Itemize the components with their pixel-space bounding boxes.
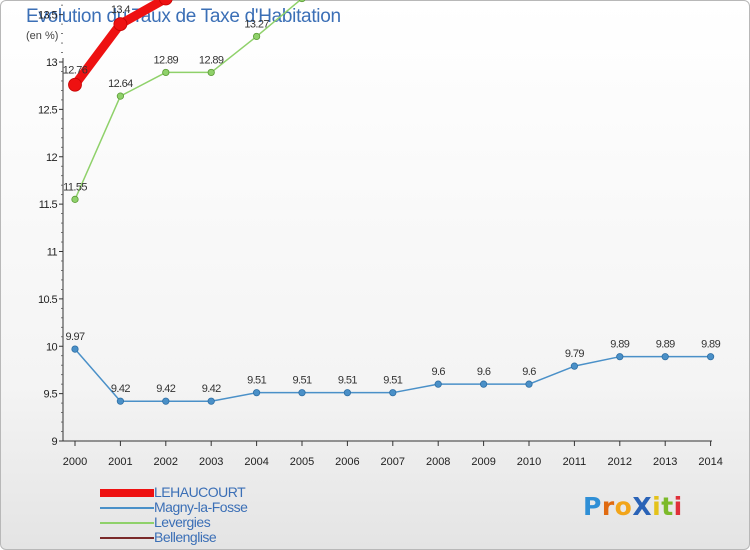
proxiti-logo: ProXiti [583,492,683,521]
data-point-lehaucourt [68,77,82,92]
data-point-magny-la-fosse [706,353,715,361]
logo-letter: r [601,492,615,521]
data-label-lehaucourt: 12.76 [63,65,88,77]
logo-letter: X [632,492,653,521]
legend-label-lehaucourt: LEHAUCOURT [154,484,246,500]
data-label-magny-la-fosse: 9.42 [202,383,221,395]
data-point-levergies [71,195,79,203]
y-tick-label: 10 [46,341,58,353]
data-label-magny-la-fosse: 9.79 [565,348,584,360]
data-point-magny-la-fosse [434,380,442,388]
data-label-levergies: 12.89 [154,54,179,66]
chart-title: Evolution du Taux de Taxe d'Habitation [26,6,341,27]
data-point-magny-la-fosse [162,397,170,405]
data-label-magny-la-fosse: 9.89 [701,339,720,351]
x-tick-label: 2004 [244,456,268,468]
data-label-levergies: 12.89 [199,54,224,66]
y-tick-label: 11 [47,247,58,259]
data-label-levergies: 12.64 [108,78,133,90]
logo-letter: i [673,492,683,521]
x-tick-label: 2001 [108,456,132,468]
data-point-levergies [253,32,261,41]
data-point-levergies [207,68,215,77]
data-point-magny-la-fosse [116,397,125,405]
x-tick-label: 2003 [199,456,223,468]
x-tick-label: 2000 [63,456,87,468]
data-point-magny-la-fosse [71,345,79,353]
data-label-magny-la-fosse: 9.51 [247,375,266,387]
logo-letter: P [583,492,602,521]
x-tick-label: 2011 [563,456,587,468]
x-tick-label: 2006 [335,456,359,468]
series-line-levergies [74,0,302,200]
x-tick-label: 2009 [471,456,495,468]
data-label-levergies: 11.55 [63,181,87,193]
data-point-magny-la-fosse [525,380,533,388]
legend-swatch-magny-la-fosse [100,507,154,509]
data-label-magny-la-fosse: 9.89 [610,339,629,351]
data-point-magny-la-fosse [616,353,624,361]
legend-swatch-lehaucourt [100,489,154,497]
y-tick-label: 9 [51,436,57,448]
data-label-magny-la-fosse: 9.42 [156,383,175,395]
y-tick-label: 9.5 [44,389,58,401]
data-point-levergies [116,92,125,100]
data-label-magny-la-fosse: 9.89 [656,339,675,351]
data-point-magny-la-fosse [253,389,261,397]
data-point-magny-la-fosse [207,397,215,405]
x-tick-label: 2014 [698,456,722,468]
data-label-magny-la-fosse: 9.51 [292,375,311,387]
legend-label-bellenglise: Bellenglise [154,529,217,545]
data-point-lehaucourt [113,17,128,32]
legend-item-magny-la-fosse: Magny-la-Fosse [100,499,350,515]
y-tick-label: 13 [46,57,58,69]
legend-swatch-levergies [100,522,154,524]
y-tick-label: 10.5 [38,294,57,306]
data-label-magny-la-fosse: 9.51 [338,375,357,387]
y-tick-label: 12.5 [38,104,57,116]
x-tick-label: 2005 [290,456,314,468]
legend-label-magny-la-fosse: Magny-la-Fosse [154,499,248,515]
data-point-levergies [298,0,306,3]
data-label-magny-la-fosse: 9.51 [383,375,402,387]
data-point-magny-la-fosse [570,362,579,370]
data-label-magny-la-fosse: 9.42 [111,383,130,395]
data-label-lehaucourt: 13.4 [111,4,130,16]
data-point-magny-la-fosse [298,389,306,397]
data-point-lehaucourt [159,0,173,6]
logo-letter: t [661,492,674,521]
data-point-magny-la-fosse [479,380,488,388]
data-point-magny-la-fosse [661,353,669,361]
data-point-levergies [162,68,170,77]
y-tick-label: 12 [46,152,58,164]
y-tick-label: 13.5 [38,10,57,22]
y-tick-label: 11.5 [39,199,58,211]
data-label-levergies: 13.27 [244,18,269,30]
data-label-magny-la-fosse: 9.6 [522,366,536,378]
x-tick-label: 2012 [608,456,632,468]
data-label-magny-la-fosse: 9.6 [477,366,491,378]
data-point-magny-la-fosse [343,389,351,397]
logo-letter: i [652,492,662,521]
legend-item-lehaucourt: LEHAUCOURT [100,484,350,500]
x-tick-label: 2010 [517,456,541,468]
data-label-magny-la-fosse: 9.6 [431,366,445,378]
legend-swatch-bellenglise [100,537,154,539]
x-tick-label: 2007 [381,456,405,468]
x-tick-label: 2008 [426,456,450,468]
y-axis-unit: (en %) [26,30,59,42]
logo-letter: o [614,492,633,521]
x-tick-label: 2002 [154,456,178,468]
data-point-magny-la-fosse [389,389,397,397]
legend-label-levergies: Levergies [154,514,211,530]
legend-item-levergies: Levergies [100,514,350,530]
x-tick-label: 2013 [653,456,677,468]
legend-item-bellenglise: Bellenglise [100,529,350,545]
data-label-magny-la-fosse: 9.97 [65,331,84,343]
